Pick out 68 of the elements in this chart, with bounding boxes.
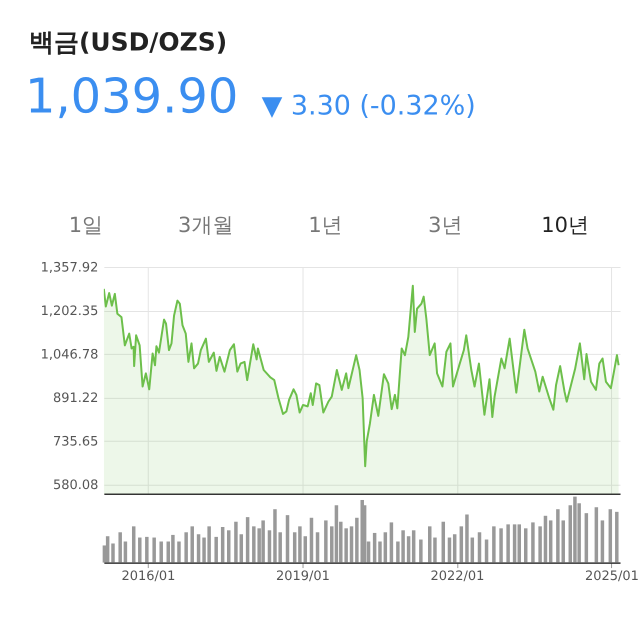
bar (531, 522, 535, 563)
bar (484, 540, 488, 563)
bar (196, 534, 200, 563)
bar (556, 509, 560, 563)
bar (278, 532, 282, 563)
bar (304, 536, 308, 563)
bar (220, 527, 224, 563)
y-tick-label: 1,357.92 (40, 260, 98, 276)
bar (499, 528, 503, 563)
bar (506, 524, 510, 563)
y-tick-label: 1,202.35 (40, 304, 98, 320)
bar (492, 526, 496, 563)
chart-subtitle: 1,039.90 (24, 69, 238, 124)
bar (246, 517, 250, 563)
x-tick-label: 2022/01 (430, 569, 484, 584)
bar (448, 538, 452, 563)
y-tick-label: 580.08 (52, 478, 98, 494)
text: 3년 (428, 213, 462, 238)
bar (615, 512, 619, 563)
bar (524, 528, 528, 563)
bar (132, 526, 136, 563)
bar (548, 520, 552, 563)
bar (401, 530, 405, 563)
bar (184, 532, 188, 563)
y-tick-label: 891.22 (52, 391, 98, 406)
text: 10년 (541, 213, 589, 238)
bar (286, 515, 290, 563)
x-tick-label: 2019/01 (276, 569, 330, 584)
y-tick-label: 1,046.78 (40, 348, 98, 363)
bar (324, 520, 328, 563)
bar (252, 526, 256, 563)
bar (310, 518, 314, 563)
x-tick-label: 2016/01 (122, 569, 176, 584)
bar (234, 522, 238, 563)
bar (390, 522, 394, 563)
bar (584, 513, 588, 563)
bar (273, 509, 277, 563)
bar (190, 526, 194, 563)
bar (600, 520, 604, 563)
bar (470, 538, 474, 563)
bar (268, 530, 272, 563)
bar (396, 541, 400, 563)
text: 1일 (68, 213, 104, 238)
bar (316, 532, 320, 563)
bar (214, 536, 218, 563)
bar (419, 540, 423, 563)
bar (465, 514, 469, 563)
bar (177, 541, 181, 563)
text: 3개월 (178, 213, 234, 238)
bar (240, 534, 244, 563)
text: ▼ 3.30 (-0.32%) (262, 90, 476, 122)
bar (261, 520, 265, 563)
bar (384, 532, 388, 563)
bar (159, 541, 163, 563)
bar (460, 526, 464, 563)
bar (344, 528, 348, 563)
y-tick-label: 735.65 (52, 434, 98, 450)
chart-title: 백금(USD/OZS) (28, 27, 228, 56)
bar (106, 536, 110, 563)
text: 1년 (308, 213, 343, 238)
bar (452, 534, 456, 563)
bar (442, 522, 446, 563)
bar (138, 538, 142, 563)
bar (594, 507, 598, 563)
bar (226, 530, 230, 563)
x-tick-label: 2025/01 (584, 569, 639, 584)
bar (561, 520, 565, 563)
bar (152, 538, 156, 563)
